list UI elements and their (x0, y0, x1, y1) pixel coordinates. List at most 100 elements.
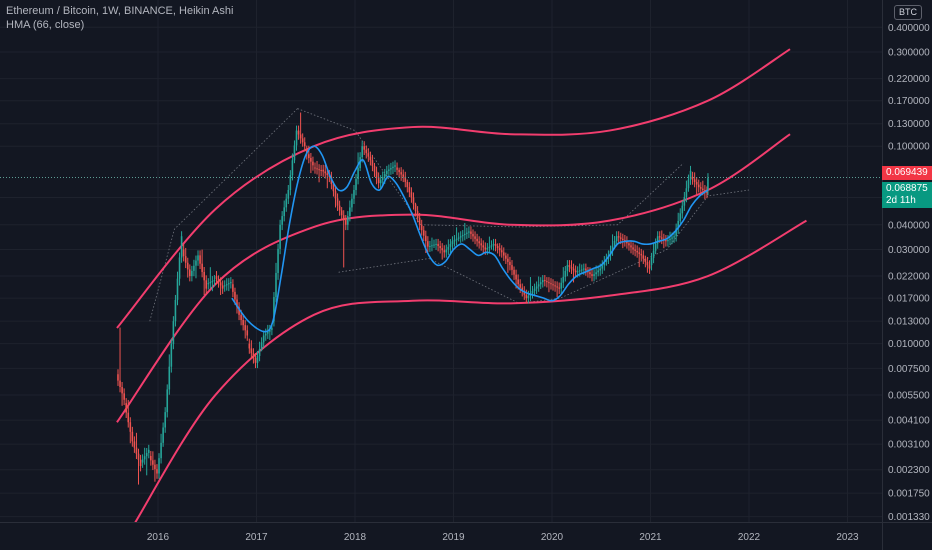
price-tick-label: 0.004100 (888, 416, 930, 427)
candle-body (478, 241, 480, 244)
candle-body (476, 238, 478, 242)
candle-body (406, 181, 409, 188)
candle-body (310, 157, 312, 162)
candle-body (392, 166, 394, 169)
close-price-label: 0.068875 2d 11h (882, 182, 932, 208)
candle-body (388, 169, 390, 171)
candle-body (414, 204, 417, 212)
candle-body (490, 245, 493, 247)
candle-body (675, 228, 677, 237)
candle-body (147, 449, 150, 454)
candle-body (301, 138, 304, 143)
candle-body (603, 261, 606, 266)
candle-body (511, 265, 513, 270)
candle-body (677, 220, 680, 229)
candle-body (408, 187, 411, 193)
candle-body (172, 321, 175, 344)
candle-body (665, 240, 667, 242)
candle-body (673, 236, 675, 238)
close-price-value: 0.068875 (886, 183, 928, 194)
candle-body (492, 243, 495, 246)
candle-body (176, 278, 179, 300)
candle-body (416, 211, 419, 218)
time-axis: 2016 2017 2018 2019 2020 2021 2022 2023 (147, 532, 859, 543)
candle-body (457, 237, 460, 239)
candle-body (498, 248, 501, 251)
plot-area (116, 48, 807, 522)
candle-body (517, 279, 519, 285)
candle-body (223, 285, 226, 287)
candle-body (312, 161, 314, 166)
candle-body (394, 165, 396, 167)
candle-body (125, 403, 127, 413)
candle-body (119, 380, 121, 388)
time-tick-label: 2023 (836, 532, 859, 543)
candle-body (585, 268, 587, 271)
candle-body (381, 177, 384, 181)
candle-body (293, 145, 296, 161)
candle-body (544, 280, 546, 282)
candle-body (433, 244, 435, 246)
candle-body (240, 314, 242, 320)
candle-body (502, 252, 505, 256)
bar-countdown: 2d 11h (886, 195, 916, 206)
candle-body (634, 249, 636, 251)
candle-body (398, 169, 400, 173)
price-tick-label: 0.170000 (888, 96, 930, 107)
candle-body (638, 252, 641, 254)
price-tick-label: 0.017000 (888, 294, 930, 305)
candle-body (168, 366, 171, 390)
candle-body (121, 387, 123, 394)
candle-body (363, 146, 366, 150)
time-tick-label: 2022 (738, 532, 761, 543)
candle-body (197, 255, 199, 261)
candle-body (248, 343, 251, 349)
candle-body (515, 274, 517, 280)
candle-body (548, 282, 550, 284)
candle-body (431, 245, 433, 247)
candle-body (455, 238, 458, 241)
candle-body (685, 188, 688, 197)
candle-body (320, 170, 322, 172)
candle-body (230, 282, 232, 284)
channel-upper-curve (116, 48, 791, 329)
candle-body (308, 154, 310, 158)
candle-body (505, 255, 507, 259)
candle-body (316, 168, 318, 170)
candle-body (137, 453, 140, 460)
candle-body (435, 243, 437, 245)
candle-body (367, 153, 370, 157)
candle-body (429, 245, 431, 247)
candle-body (646, 261, 649, 266)
indicator-title: HMA (66, close) (6, 19, 85, 31)
candle-body (681, 205, 684, 214)
candle-body (383, 173, 386, 178)
candle-body (422, 230, 425, 236)
candle-body (453, 240, 456, 242)
candle-body (546, 281, 548, 283)
candle-body (449, 244, 452, 247)
candle-body (207, 283, 210, 285)
candle-body (299, 134, 302, 139)
candle-body (474, 236, 476, 239)
candle-body (562, 276, 565, 283)
candle-body (461, 235, 464, 237)
candle-body (133, 441, 136, 448)
candle-body (535, 286, 538, 289)
candle-body (252, 353, 255, 359)
candle-body (470, 231, 472, 234)
candle-body (583, 268, 585, 270)
price-tick-label: 0.220000 (888, 74, 930, 85)
chart-legend: Ethereum / Bitcoin, 1W, BINANCE, Heikin … (6, 4, 233, 32)
currency-badge[interactable]: BTC (894, 5, 922, 20)
candle-body (443, 250, 446, 253)
candle-body (355, 179, 357, 191)
candle-body (568, 265, 571, 267)
candle-body (318, 169, 320, 171)
candle-body (640, 253, 643, 256)
candle-body (143, 456, 146, 460)
candle-body (482, 245, 485, 248)
candle-body (554, 285, 556, 287)
